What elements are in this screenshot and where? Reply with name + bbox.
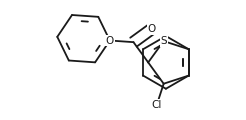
Text: O: O <box>106 36 114 45</box>
Text: S: S <box>160 36 167 46</box>
Text: O: O <box>147 24 156 34</box>
Text: Cl: Cl <box>152 100 162 110</box>
